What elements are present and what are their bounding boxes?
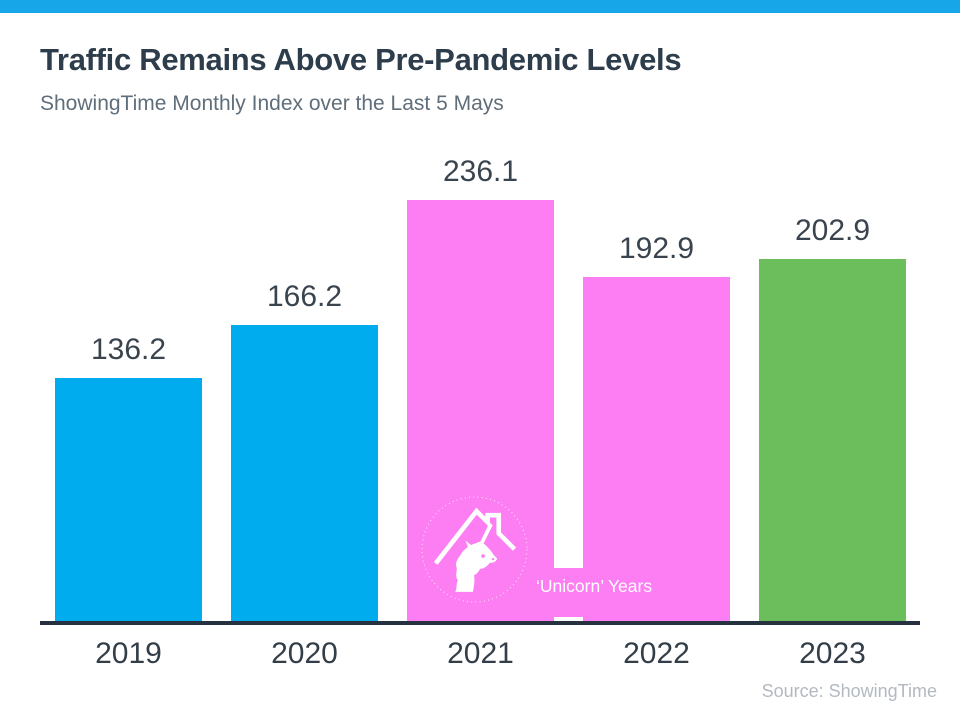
value-label-2023: 202.9 xyxy=(794,214,871,247)
bar-2020 xyxy=(231,325,378,621)
house-roof-icon xyxy=(433,507,517,565)
axis-label-2021: 2021 xyxy=(447,637,514,670)
value-label-2021: 236.1 xyxy=(442,155,519,188)
value-label-2019: 136.2 xyxy=(90,333,167,366)
axis-label-2020: 2020 xyxy=(271,637,338,670)
unicorn-house-logo-icon xyxy=(421,496,528,603)
axis-label-2022: 2022 xyxy=(623,637,690,670)
bar-2022 xyxy=(583,277,730,621)
x-axis-line xyxy=(40,621,920,625)
bar-2019 xyxy=(55,378,202,621)
axis-label-2019: 2019 xyxy=(95,637,162,670)
unicorn-head-icon xyxy=(455,522,498,592)
source-credit: Source: ShowingTime xyxy=(761,681,937,701)
bar-2023 xyxy=(759,259,906,621)
unicorn-years-label: ‘Unicorn’ Years xyxy=(536,576,653,596)
value-label-2022: 192.9 xyxy=(618,232,695,265)
page-title: Traffic Remains Above Pre-Pandemic Level… xyxy=(40,42,682,77)
page-subtitle: ShowingTime Monthly Index over the Last … xyxy=(40,92,504,115)
top-accent-strip xyxy=(0,0,960,13)
value-label-2020: 166.2 xyxy=(266,280,343,313)
axis-label-2023: 2023 xyxy=(799,637,866,670)
